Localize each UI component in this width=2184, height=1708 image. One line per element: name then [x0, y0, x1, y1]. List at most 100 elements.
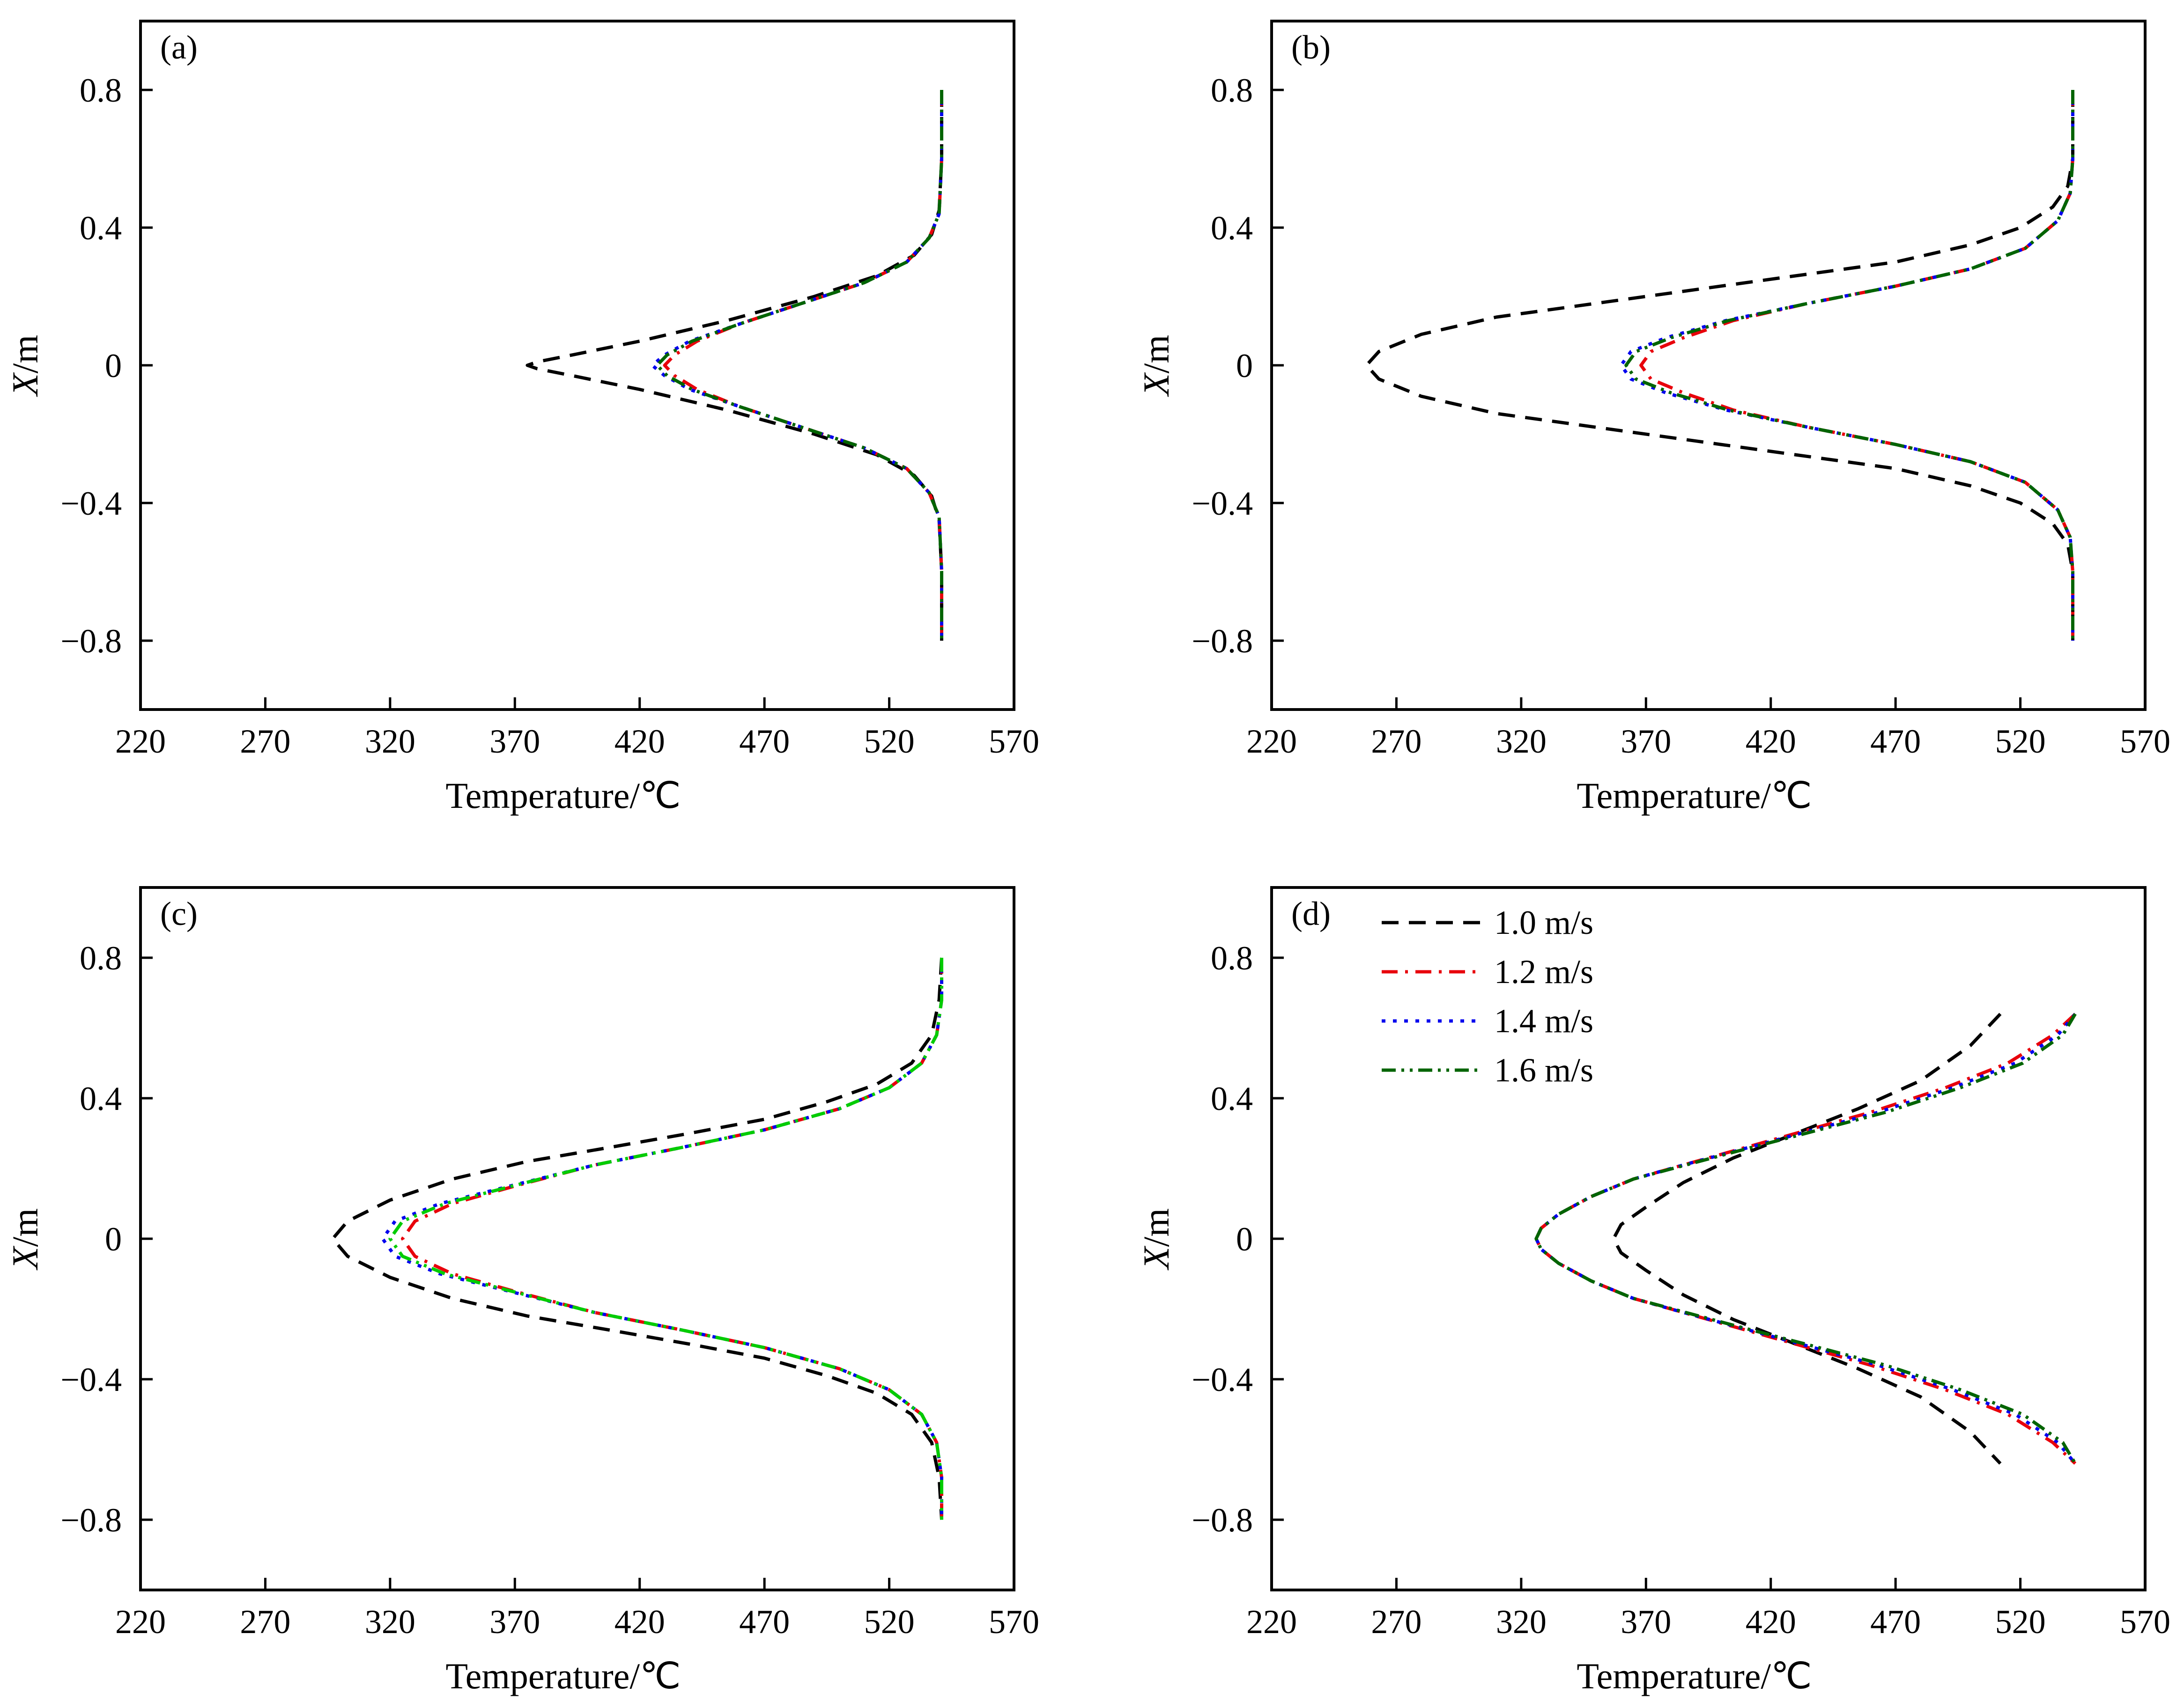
series-line-2	[1534, 1013, 2077, 1465]
x-tick-label: 570	[2120, 723, 2170, 760]
x-tick-label: 220	[115, 723, 166, 760]
series-line-3	[381, 958, 943, 1520]
y-tick-label: 0	[105, 1220, 122, 1258]
x-tick-label: 220	[115, 1603, 166, 1641]
y-tick-label: −0.4	[1192, 1361, 1253, 1398]
x-tick-label: 370	[489, 1603, 540, 1641]
x-tick-label: 520	[864, 1603, 915, 1641]
x-tick-label: 270	[240, 1603, 290, 1641]
x-tick-label: 270	[1371, 1603, 1421, 1641]
x-tick-label: 420	[614, 723, 665, 760]
x-tick-label: 320	[365, 1603, 415, 1641]
chart-panel-2: 220 270 320 370 420 470 520 570 0.8 0.4 0 −0.4 −0.8 T…	[1136, 20, 2170, 816]
chart-panel-4: 220 270 320 370 420 470 520 570 0.8 0.4 0 −0.4 −0.8 T…	[1136, 886, 2170, 1696]
x-axis-label: Temperature/℃	[1577, 1656, 1812, 1696]
y-axis-label: X/m	[5, 1208, 45, 1271]
series-line-4	[655, 90, 943, 641]
x-axis-label: Temperature/℃	[445, 1656, 681, 1696]
series-line-3	[1534, 1013, 2077, 1465]
series-line-2	[663, 90, 943, 641]
plot-frame	[1270, 20, 2147, 711]
series-line-3	[650, 90, 943, 641]
y-tick-label: −0.4	[60, 485, 122, 522]
y-tick-label: 0.4	[1211, 209, 1253, 247]
chart-panel-3: 220 270 320 370 420 470 520 570 0.8 0.4 0 −0.4 −0.8 T…	[5, 886, 1039, 1696]
panel-label: (d)	[1291, 895, 1331, 932]
series-line-4	[1534, 1013, 2077, 1464]
y-tick-label: 0.8	[1211, 72, 1253, 109]
x-tick-label: 220	[1246, 1603, 1297, 1641]
x-axis-label: Temperature/℃	[1577, 775, 1812, 816]
x-tick-label: 220	[1246, 723, 1297, 760]
x-tick-label: 520	[1995, 1603, 2046, 1641]
series-line-3	[1619, 90, 2074, 641]
y-axis-label: X/m	[1136, 335, 1177, 397]
x-tick-label: 320	[365, 723, 415, 760]
y-tick-label: 0.8	[80, 939, 122, 977]
y-axis-label-variable: X	[1136, 372, 1177, 397]
legend-entry: 1.2 m/s	[1494, 953, 1593, 991]
x-tick-label: 570	[989, 1603, 1039, 1641]
plot-frame	[1270, 886, 2147, 1591]
series-line-1	[1612, 1013, 2002, 1465]
y-tick-label: −0.8	[60, 1501, 122, 1539]
panel-label: (a)	[160, 29, 198, 66]
legend: 1.0 m/s 1.2 m/s 1.4 m/s 1.6 m/s	[1382, 904, 1593, 1089]
y-tick-label: 0.4	[1211, 1080, 1253, 1117]
x-tick-label: 320	[1496, 723, 1547, 760]
y-axis-label-unit: /m	[5, 335, 45, 373]
legend-entry: 1.6 m/s	[1494, 1051, 1593, 1089]
x-tick-label: 420	[1746, 723, 1796, 760]
plot-frame	[139, 886, 1015, 1591]
x-tick-label: 370	[489, 723, 540, 760]
y-axis-label-variable: X	[5, 1245, 45, 1271]
x-axis-label: Temperature/℃	[445, 775, 681, 816]
y-tick-label: 0	[1236, 347, 1253, 384]
legend-entry: 1.0 m/s	[1494, 904, 1593, 941]
y-tick-label: −0.4	[1192, 485, 1253, 522]
x-tick-label: 570	[989, 723, 1039, 760]
y-tick-label: 0	[105, 347, 122, 384]
series-line-2	[401, 958, 943, 1520]
y-tick-label: 0.8	[80, 72, 122, 109]
plot-frame	[139, 20, 1015, 711]
series-line-4	[388, 958, 943, 1520]
y-tick-label: 0.4	[80, 209, 122, 247]
x-tick-label: 470	[1870, 1603, 1921, 1641]
x-tick-label: 420	[614, 1603, 665, 1641]
y-tick-label: −0.4	[60, 1361, 122, 1398]
y-tick-label: 0.8	[1211, 939, 1253, 977]
x-tick-label: 420	[1746, 1603, 1796, 1641]
y-tick-label: 0	[1236, 1220, 1253, 1258]
y-axis-label-variable: X	[1136, 1245, 1177, 1271]
series-line-2	[1639, 90, 2074, 641]
x-tick-label: 270	[240, 723, 290, 760]
legend-entry: 1.4 m/s	[1494, 1002, 1593, 1040]
series-line-4	[1624, 90, 2074, 641]
y-axis-label-unit: /m	[5, 1208, 45, 1247]
x-tick-label: 270	[1371, 723, 1421, 760]
y-tick-label: 0.4	[80, 1080, 122, 1117]
chart-panel-1: 220 270 320 370 420 470 520 570 0.8 0.4 0 −0.4 −0.8 T…	[5, 20, 1039, 816]
x-tick-label: 470	[1870, 723, 1921, 760]
x-tick-label: 470	[739, 723, 790, 760]
x-tick-label: 470	[739, 1603, 790, 1641]
y-axis-label: X/m	[1136, 1208, 1177, 1271]
panel-label: (b)	[1291, 29, 1331, 66]
series-line-1	[1365, 90, 2074, 641]
y-axis-label-unit: /m	[1136, 1208, 1177, 1247]
y-tick-label: −0.8	[1192, 622, 1253, 660]
y-axis-label-variable: X	[5, 372, 45, 397]
panel-label: (c)	[160, 895, 198, 932]
x-tick-label: 570	[2120, 1603, 2170, 1641]
x-tick-label: 370	[1621, 723, 1671, 760]
y-tick-label: −0.8	[1192, 1501, 1253, 1539]
y-axis-label: X/m	[5, 335, 45, 397]
x-tick-label: 520	[1995, 723, 2046, 760]
y-tick-label: −0.8	[60, 622, 122, 660]
x-tick-label: 370	[1621, 1603, 1671, 1641]
y-axis-label-unit: /m	[1136, 335, 1177, 373]
series-line-1	[526, 90, 943, 641]
series-line-1	[331, 957, 943, 1520]
